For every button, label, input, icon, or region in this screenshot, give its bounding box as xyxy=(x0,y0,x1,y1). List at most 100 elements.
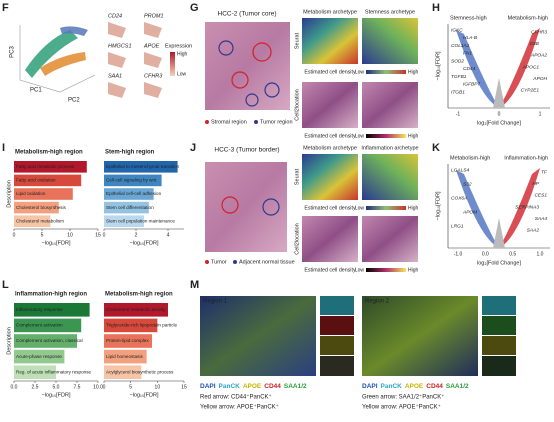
group-title: Metabolism-high xyxy=(508,15,548,21)
bar xyxy=(104,303,168,317)
gene-maps xyxy=(108,22,162,98)
gene-name: CD24 xyxy=(108,13,122,19)
axis-label: Description xyxy=(6,327,12,355)
bar-label: Protein-lipid complex xyxy=(106,338,149,343)
point-cloud xyxy=(493,78,505,108)
axis-label: −log₁₀[FDR] xyxy=(435,51,441,81)
column-title: Metabolism archetype xyxy=(303,145,357,151)
x-tick-label: 0 xyxy=(103,384,106,390)
density-label: Estimated cell density xyxy=(304,69,356,75)
row-label: Cell2location xyxy=(294,223,300,255)
channel-tile xyxy=(320,356,354,376)
point-cloud xyxy=(456,170,499,248)
axis-label: −log₁₀[FDR] xyxy=(129,240,159,246)
panel-letter: G xyxy=(190,2,199,14)
region-circle xyxy=(252,42,272,62)
panel-letter: L xyxy=(2,279,9,291)
bar-label: Cell-cell signaling by wnt xyxy=(106,178,157,183)
gene-label: HLA-B xyxy=(463,35,478,41)
colorbar-label: Low xyxy=(355,267,365,273)
chart-title: Stem-high region xyxy=(105,150,155,156)
chart-title: Inflammation-high region xyxy=(15,292,87,298)
panel-letter: H xyxy=(432,2,440,14)
colorbar-label: High xyxy=(408,205,419,211)
legend-label: Stromal region xyxy=(211,119,247,125)
channel-tile xyxy=(320,296,354,315)
gene-label: APOM xyxy=(462,209,477,215)
x-tick-label: 0 xyxy=(103,232,106,238)
column-title: Stemness archetype xyxy=(365,9,415,15)
bar xyxy=(14,349,65,364)
bar-label: Acylglycerol biosynthetic process xyxy=(106,369,174,374)
gene-label: LGALS4 xyxy=(451,167,469,173)
bar-label: Stem cell population maintenance xyxy=(106,218,175,223)
bar-label: Reg. of acute inflammatory response xyxy=(16,369,92,374)
bar xyxy=(14,318,82,333)
fluorescence-image xyxy=(362,296,478,376)
axis-label: PC3 xyxy=(10,46,16,58)
arrow-note: Yellow arrow: APOE⁺PanCK⁺ xyxy=(200,404,279,411)
pca-plot xyxy=(19,25,96,93)
x-tick-label: 0.0 xyxy=(11,384,18,390)
stain-name: CD44 xyxy=(264,383,281,390)
legend-marker xyxy=(205,260,209,264)
axis-label: Description xyxy=(6,180,12,208)
gene-label: CYP2E1 xyxy=(521,88,540,94)
colorbar xyxy=(366,206,406,210)
panel-letter: K xyxy=(432,142,440,154)
region-circle xyxy=(245,93,259,107)
x-tick-label: 1.0 xyxy=(537,251,544,257)
colorbar xyxy=(366,134,406,138)
panel-title: HCC-2 (Tumor core) xyxy=(218,11,277,18)
legend-marker xyxy=(254,120,258,124)
bar xyxy=(14,215,51,227)
density-label: Estimated cell density xyxy=(304,205,356,211)
region-circle xyxy=(262,198,280,216)
region-label: Region 2 xyxy=(365,299,390,305)
gene-label: APOA2 xyxy=(530,53,547,59)
heatmap xyxy=(302,18,358,64)
colorbar-label: Low xyxy=(355,69,365,75)
axis-label: −log₁₀[FDR] xyxy=(41,240,71,246)
group-title: Metabolism-high xyxy=(450,155,490,161)
stain-legend: DAPI PanCK APOE CD44 SAA1/2 xyxy=(362,383,469,390)
bar xyxy=(104,318,158,333)
panel-letter: M xyxy=(190,279,199,291)
bar-label: Fatty acid metabolic process xyxy=(16,164,75,169)
x-tick-label: 2.5 xyxy=(32,384,39,390)
x-tick-label: 4 xyxy=(167,232,170,238)
legend-title: Expression xyxy=(165,43,192,49)
heatmap xyxy=(362,82,418,128)
gene-name: SAA1 xyxy=(108,73,122,79)
point-cloud xyxy=(493,218,505,248)
arrow-note: Green arrow: SAA1/2⁺PanCK⁺ xyxy=(362,394,444,401)
gene-label: SERPINA3 xyxy=(515,204,539,210)
panel-title: HCC-3 (Tumor border) xyxy=(214,147,279,154)
axis-label: log₂[Fold Change] xyxy=(477,260,521,266)
arrow-note: Red arrow: CD44⁺PanCK⁺ xyxy=(200,394,272,401)
column-title: Inflammation archetype xyxy=(361,145,418,151)
bar xyxy=(104,161,178,173)
row-label: Seurat xyxy=(294,32,300,49)
channel-tile xyxy=(482,336,516,355)
bar xyxy=(14,161,87,173)
row-label: Cell2location xyxy=(294,89,300,121)
bar xyxy=(104,215,144,227)
x-tick-label: 15 xyxy=(181,384,187,390)
x-tick-label: 5.0 xyxy=(53,384,60,390)
group-title: Stemness-high xyxy=(450,15,487,21)
point-cloud xyxy=(456,30,499,108)
bar xyxy=(14,188,73,200)
heatmap xyxy=(302,82,358,128)
heatmap xyxy=(362,154,418,200)
axis-label: PC2 xyxy=(68,98,80,104)
axis-label: PC1 xyxy=(30,88,42,94)
gene-name: APOE xyxy=(143,43,160,49)
gene-label: APOC1 xyxy=(522,64,540,70)
bar-label: Lipid oxidation xyxy=(16,191,46,196)
gene-label: C8B xyxy=(530,41,540,47)
bar-label: Complement activation xyxy=(16,323,63,328)
legend-label: Tumor region xyxy=(260,119,293,125)
axis-label: log₂[Fold Change] xyxy=(477,120,521,126)
gene-name: HMGCS1 xyxy=(108,43,132,49)
